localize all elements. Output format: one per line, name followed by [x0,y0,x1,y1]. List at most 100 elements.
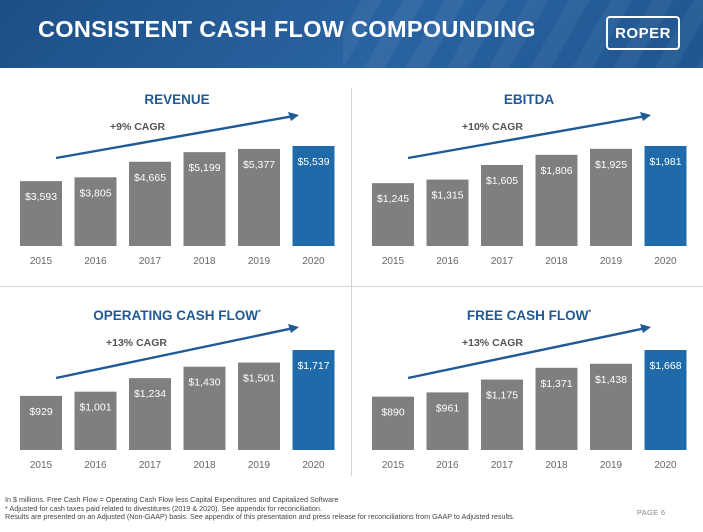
free-cash-flow-cagr-label: +13% CAGR [462,337,523,349]
ebitda-panel: EBITDA +10% CAGR $1,245 2015 $1,315 2016 $1,… [364,88,694,278]
bar-value-label: $3,805 [79,187,111,199]
x-tick-label: 2019 [600,256,623,267]
page-number: PAGE 6 [637,508,666,517]
ebitda-cagr-label: +10% CAGR [462,121,523,133]
bar-value-label: $1,175 [486,390,518,402]
bar-2015 [372,396,414,450]
cagr-arrow-line [407,327,646,380]
bar-2015 [20,181,62,246]
cagr-arrow-head [640,324,651,333]
cagr-arrow-head [288,324,299,333]
bar-value-label: $1,717 [297,360,329,372]
x-tick-label: 2018 [545,256,568,267]
bar-value-label: $1,371 [540,378,572,390]
bar-2016 [74,177,117,246]
bar-value-label: $1,605 [486,175,518,187]
bar-value-label: $1,430 [188,377,220,389]
bar-2016 [426,179,469,246]
bar-2020 [644,350,687,450]
bar-value-label: $5,377 [243,159,275,171]
footnotes: In $ millions. Free Cash Flow = Operatin… [5,495,515,522]
bar-2016 [426,392,469,450]
operating-cash-flow-chart: $929 2015 $1,001 2016 $1,234 2017 $1,430 2018 $1… [20,324,335,471]
page-title: CONSISTENT CASH FLOW COMPOUNDING [38,16,536,42]
bar-2015 [20,395,62,450]
x-tick-label: 2020 [302,256,325,267]
bar-value-label: $1,001 [79,402,111,414]
x-tick-label: 2016 [84,460,107,471]
footnote-line-2: * Adjusted for cash taxes paid related t… [5,503,322,513]
bar-value-label: $5,539 [297,156,329,168]
bar-2018 [535,154,578,246]
bar-value-label: $1,925 [595,159,627,171]
bar-value-label: $1,981 [649,156,681,168]
bar-2016 [74,391,117,450]
x-tick-label: 2019 [248,256,271,267]
revenue-panel: REVENUE +9% CAGR $3,593 2015 $3,805 2016 $4,… [12,88,342,278]
cagr-arrow-head [288,112,299,121]
bar-2018 [183,152,226,246]
bar-2018 [535,367,578,450]
x-tick-label: 2019 [248,460,271,471]
bar-2019 [590,363,632,450]
x-tick-label: 2016 [84,256,107,267]
bar-2020 [292,146,335,246]
bar-value-label: $4,665 [134,172,166,184]
ebitda-title: EBITDA [503,92,555,107]
header-banner: CONSISTENT CASH FLOW COMPOUNDING ROPER [0,0,703,68]
x-tick-label: 2015 [30,256,53,267]
free-cash-flow-title: FREE CASH FLOW* [466,308,592,323]
bar-2019 [590,148,632,246]
bar-value-label: $3,593 [25,191,57,203]
operating-cash-flow-title: OPERATING CASH FLOW* [93,308,261,323]
bar-2020 [292,350,335,450]
x-tick-label: 2018 [193,256,216,267]
x-tick-label: 2016 [436,256,459,267]
free-cash-flow-chart: $890 2015 $961 2016 $1,175 2017 $1,371 2018 $1,4… [372,324,687,471]
cagr-arrow-line [55,115,294,160]
cagr-arrow-line [407,115,646,160]
bar-value-label: $1,806 [540,165,572,177]
x-tick-label: 2019 [600,460,623,471]
ebitda-chart: $1,245 2015 $1,315 2016 $1,605 2017 $1,806 2018… [372,112,687,267]
revenue-title: REVENUE [144,92,210,107]
free-cash-flow-panel: FREE CASH FLOW* +13% CAGR $890 2015 $961 20… [364,306,694,478]
bar-value-label: $890 [381,407,405,419]
bar-2017 [129,161,171,246]
footnote-line-3: Results are presented on an Adjusted (No… [5,512,515,522]
vertical-divider [351,88,352,476]
bar-2019 [238,148,280,246]
cagr-arrow-line [55,327,294,380]
horizontal-divider [0,286,703,287]
operating-cash-flow-cagr-label: +13% CAGR [106,337,167,349]
bar-value-label: $5,199 [188,162,220,174]
x-tick-label: 2017 [139,256,162,267]
bar-2017 [129,378,171,450]
bar-2019 [238,362,280,450]
x-tick-label: 2020 [302,460,325,471]
footnote-line-1: In $ millions. Free Cash Flow = Operatin… [5,495,339,504]
bar-value-label: $1,668 [649,360,681,372]
revenue-cagr-label: +9% CAGR [110,121,166,133]
x-tick-label: 2020 [654,256,677,267]
bar-value-label: $1,234 [134,388,166,400]
bar-value-label: $1,438 [595,374,627,386]
bar-value-label: $1,315 [431,190,463,202]
x-tick-label: 2020 [654,460,677,471]
bar-2020 [644,146,687,246]
x-tick-label: 2015 [30,460,53,471]
bar-value-label: $929 [29,406,53,418]
x-tick-label: 2017 [491,460,514,471]
x-tick-label: 2018 [545,460,568,471]
bar-2015 [372,183,414,246]
bar-2017 [481,164,523,246]
bar-value-label: $1,245 [377,193,409,205]
revenue-chart: $3,593 2015 $3,805 2016 $4,665 2017 $5,199 2018… [20,112,335,267]
bar-value-label: $961 [436,402,460,414]
x-tick-label: 2015 [382,256,405,267]
x-tick-label: 2018 [193,460,216,471]
roper-logo: ROPER [606,16,680,50]
x-tick-label: 2017 [139,460,162,471]
cagr-arrow-head [640,112,651,121]
x-tick-label: 2015 [382,460,405,471]
